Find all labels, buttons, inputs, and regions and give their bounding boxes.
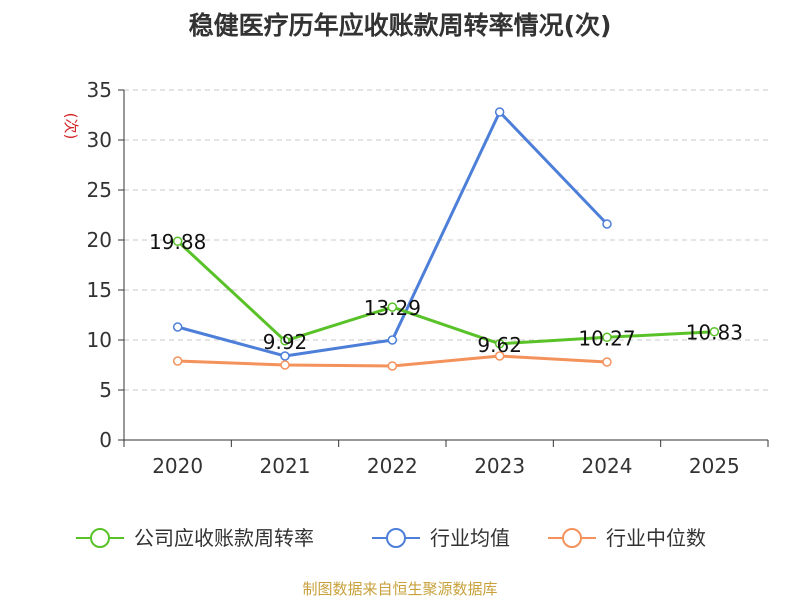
series-1-point-2022 bbox=[387, 335, 398, 345]
series-line-0 bbox=[176, 240, 715, 346]
series-2-point-2021 bbox=[280, 360, 290, 370]
data-label-2020: 19.88 bbox=[149, 230, 206, 254]
data-label-2023: 9.62 bbox=[477, 333, 522, 357]
series-2-point-2024 bbox=[602, 357, 612, 367]
legend-marker-2 bbox=[562, 528, 582, 548]
series-2-point-2022 bbox=[387, 361, 398, 371]
y-tick-label-5: 5 bbox=[99, 378, 112, 402]
series-1-point-2023 bbox=[494, 107, 505, 117]
y-tick-label-10: 10 bbox=[87, 328, 112, 352]
series-0-point-2020 bbox=[172, 236, 183, 246]
series-1-point-2021 bbox=[280, 351, 290, 361]
data-label-2022: 13.29 bbox=[364, 296, 421, 320]
x-tick-label-2021: 2021 bbox=[260, 454, 311, 478]
series-0-point-2024 bbox=[602, 332, 612, 343]
series-0-point-2023 bbox=[494, 339, 505, 349]
series-0-point-2021 bbox=[280, 336, 290, 346]
data-label-2025: 10.83 bbox=[686, 321, 743, 345]
x-tick-label-2024: 2024 bbox=[582, 454, 633, 478]
y-axis-label: (次) bbox=[62, 113, 80, 140]
y-tick-label-0: 0 bbox=[99, 428, 112, 452]
series-0-point-2025 bbox=[709, 326, 720, 337]
data-label-2024: 10.27 bbox=[578, 326, 635, 350]
y-tick-label-30: 30 bbox=[87, 128, 112, 152]
series-0-point-2022 bbox=[387, 302, 398, 312]
data-source-note: 制图数据来自恒生聚源数据库 bbox=[302, 580, 498, 598]
series-2-point-2023 bbox=[494, 351, 505, 361]
y-tick-label-20: 20 bbox=[87, 228, 112, 252]
y-tick-label-35: 35 bbox=[87, 78, 112, 102]
legend-marker-0 bbox=[90, 528, 110, 548]
legend-label-1: 行业均值 bbox=[430, 526, 510, 550]
x-tick-label-2023: 2023 bbox=[474, 454, 525, 478]
y-tick-label-25: 25 bbox=[87, 178, 112, 202]
legend-label-0: 公司应收账款周转率 bbox=[134, 526, 314, 550]
series-1-point-2024 bbox=[602, 219, 612, 229]
y-tick-label-15: 15 bbox=[87, 278, 112, 302]
series-1-point-2020 bbox=[172, 322, 183, 332]
data-label-2021: 9.92 bbox=[263, 330, 308, 354]
series-2-point-2020 bbox=[172, 356, 183, 366]
x-tick-label-2025: 2025 bbox=[689, 454, 740, 478]
x-tick-label-2022: 2022 bbox=[367, 454, 418, 478]
legend-label-2: 行业中位数 bbox=[606, 526, 706, 550]
chart-title: 稳健医疗历年应收账款周转率情况(次) bbox=[188, 11, 612, 40]
legend-marker-1 bbox=[386, 528, 406, 548]
x-tick-label-2020: 2020 bbox=[152, 454, 203, 478]
